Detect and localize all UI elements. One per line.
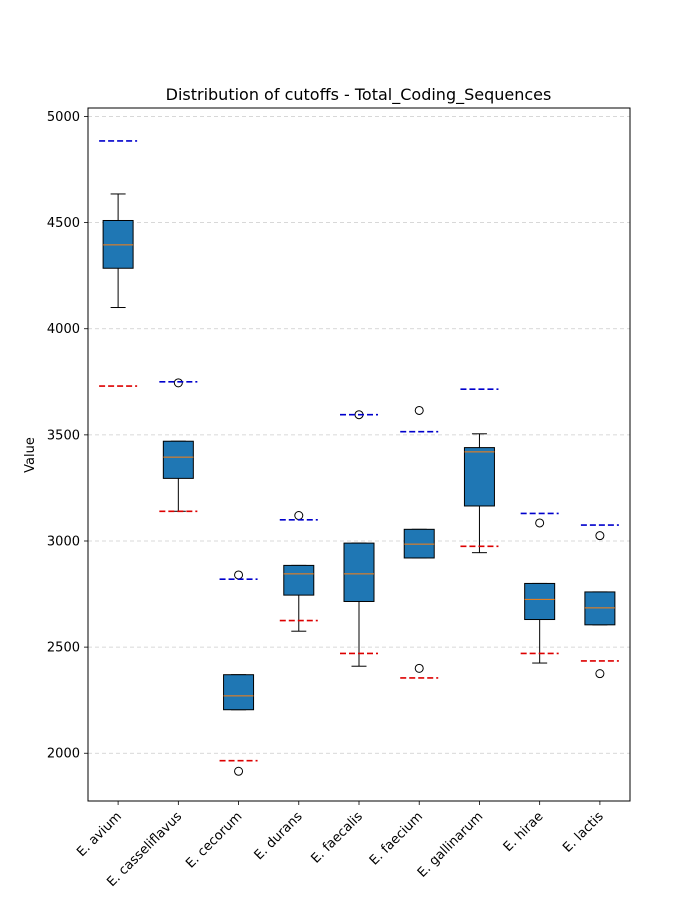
- box-group: [340, 410, 378, 667]
- box-group: [219, 570, 258, 776]
- outlier-point: [173, 378, 183, 388]
- box-group: [159, 378, 198, 513]
- box: [584, 591, 616, 626]
- y-tick-label: 2500: [47, 641, 80, 656]
- box: [343, 542, 375, 602]
- x-tick-label: E. lactis: [560, 809, 607, 856]
- y-tick-label: 3000: [47, 534, 80, 549]
- box-group: [400, 405, 439, 679]
- x-tick-label: E. hirae: [501, 809, 547, 855]
- x-tick-label: E. faecium: [367, 809, 426, 868]
- box-group: [99, 140, 138, 387]
- y-tick-label: 4000: [47, 322, 80, 337]
- outlier-point: [414, 405, 424, 415]
- box: [102, 219, 134, 269]
- outlier-point: [294, 511, 304, 521]
- box: [524, 582, 556, 621]
- outlier-point: [595, 669, 605, 679]
- box: [162, 440, 194, 479]
- box: [223, 674, 255, 711]
- y-axis-label: Value: [23, 437, 38, 473]
- box: [403, 528, 435, 559]
- box-group: [460, 388, 499, 554]
- box: [283, 564, 315, 596]
- chart-title: Distribution of cutoffs - Total_Coding_S…: [166, 85, 552, 105]
- y-tick-label: 5000: [47, 110, 80, 125]
- plot-area: [99, 140, 619, 776]
- y-tick-label: 2000: [47, 747, 80, 762]
- outlier-point: [234, 766, 244, 776]
- plot-frame: [87, 107, 631, 802]
- x-tick-label: E. avium: [74, 809, 125, 860]
- outlier-point: [234, 570, 244, 580]
- outlier-point: [535, 518, 545, 528]
- outlier-point: [414, 663, 424, 673]
- outlier-point: [595, 531, 605, 541]
- box-group: [520, 512, 559, 664]
- y-tick-label: 3500: [47, 428, 80, 443]
- box-group: [279, 511, 318, 632]
- x-tick-label: E. faecalis: [308, 809, 366, 867]
- box-group: [580, 524, 619, 679]
- y-tick-label: 4500: [47, 216, 80, 231]
- x-tick-label: E. cecorum: [183, 809, 245, 871]
- box: [463, 447, 495, 507]
- x-tick-label: E. durans: [252, 809, 306, 863]
- axes: 2000 2500 3000 3500 4000 4500 5000 E. avium E. c…: [47, 107, 631, 890]
